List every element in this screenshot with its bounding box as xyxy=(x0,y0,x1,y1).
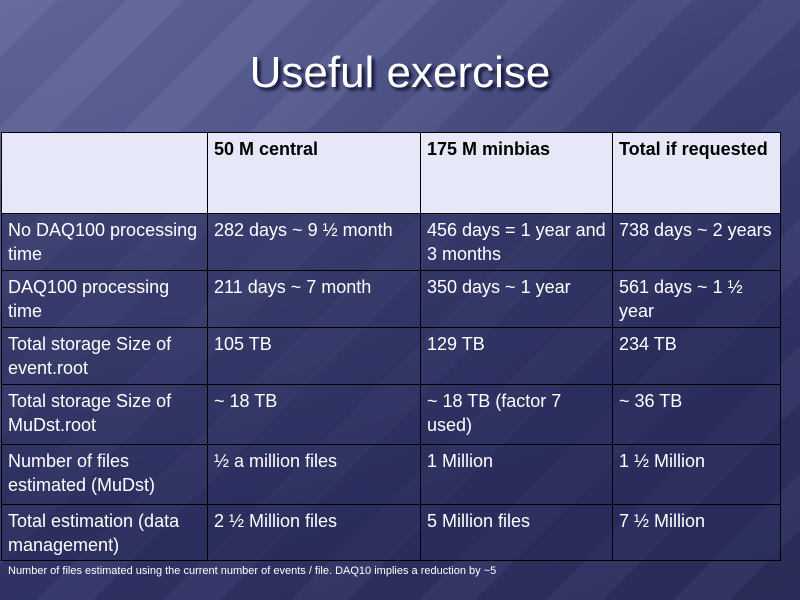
row-label: Total storage Size of event.root xyxy=(1,327,208,385)
table-cell: 738 days ~ 2 years xyxy=(612,213,781,271)
table-cell: 350 days ~ 1 year xyxy=(420,270,613,328)
table-cell: 1 Million xyxy=(420,444,613,505)
table-cell: 561 days ~ 1 ½ year xyxy=(612,270,781,328)
table-cell: 2 ½ Million files xyxy=(207,504,421,561)
table-cell: 282 days ~ 9 ½ month xyxy=(207,213,421,271)
row-label: Number of files estimated (MuDst) xyxy=(1,444,208,505)
table-cell: 211 days ~ 7 month xyxy=(207,270,421,328)
table-row: Total storage Size of MuDst.root ~ 18 TB… xyxy=(1,384,781,445)
header-cell-minbias: 175 M minbias xyxy=(420,132,613,214)
row-label: No DAQ100 processing time xyxy=(1,213,208,271)
table-cell: 456 days = 1 year and 3 months xyxy=(420,213,613,271)
table-cell: ~ 18 TB (factor 7 used) xyxy=(420,384,613,445)
row-label: Total estimation (data management) xyxy=(1,504,208,561)
table-cell: 129 TB xyxy=(420,327,613,385)
row-label: Total storage Size of MuDst.root xyxy=(1,384,208,445)
header-cell-central: 50 M central xyxy=(207,132,421,214)
table-row: No DAQ100 processing time 282 days ~ 9 ½… xyxy=(1,213,781,271)
table-row: Total estimation (data management) 2 ½ M… xyxy=(1,504,781,561)
table-row: DAQ100 processing time 211 days ~ 7 mont… xyxy=(1,270,781,328)
table-header-row: 50 M central 175 M minbias Total if requ… xyxy=(1,132,781,214)
table-cell: 5 Million files xyxy=(420,504,613,561)
slide-title: Useful exercise xyxy=(249,48,551,97)
row-label: DAQ100 processing time xyxy=(1,270,208,328)
table-cell: 1 ½ Million xyxy=(612,444,781,505)
table-cell: ~ 36 TB xyxy=(612,384,781,445)
header-cell-total: Total if requested xyxy=(612,132,781,214)
table-cell: ~ 18 TB xyxy=(207,384,421,445)
table-cell: 105 TB xyxy=(207,327,421,385)
estimation-table: 50 M central 175 M minbias Total if requ… xyxy=(1,132,781,561)
table-cell: 7 ½ Million xyxy=(612,504,781,561)
table-row: Total storage Size of event.root 105 TB … xyxy=(1,327,781,385)
table-row: Number of files estimated (MuDst) ½ a mi… xyxy=(1,444,781,505)
slide-footnote: Number of files estimated using the curr… xyxy=(8,565,497,577)
table-cell: 234 TB xyxy=(612,327,781,385)
header-cell-empty xyxy=(1,132,208,214)
table-cell: ½ a million files xyxy=(207,444,421,505)
